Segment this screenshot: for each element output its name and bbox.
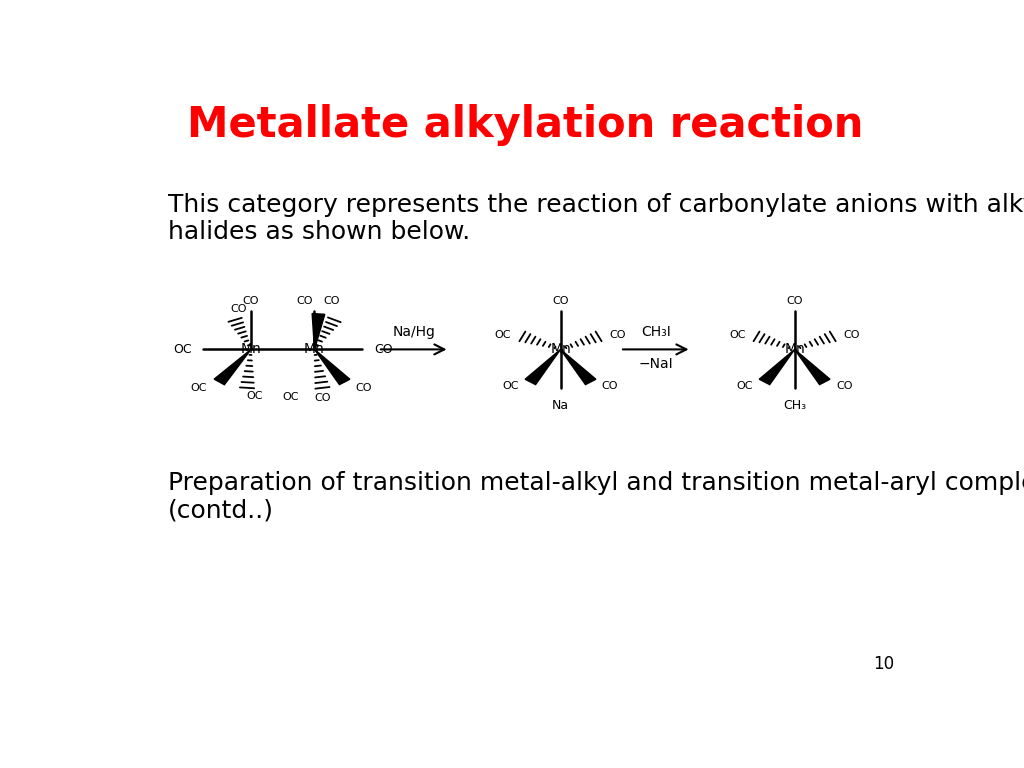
Text: CO: CO — [355, 382, 373, 393]
Text: 10: 10 — [872, 655, 894, 673]
Text: OC: OC — [495, 330, 511, 340]
Text: Mn: Mn — [241, 343, 261, 356]
Text: CH₃I: CH₃I — [641, 325, 671, 339]
Text: CO: CO — [602, 381, 618, 391]
Text: CH₃: CH₃ — [783, 399, 806, 412]
Text: OC: OC — [173, 343, 191, 356]
Text: CO: CO — [324, 296, 340, 306]
Text: CO: CO — [297, 296, 313, 306]
Text: OC: OC — [503, 381, 519, 391]
Text: Mn: Mn — [304, 343, 325, 356]
Text: CO: CO — [844, 330, 860, 340]
Text: Metallate alkylation reaction: Metallate alkylation reaction — [186, 104, 863, 146]
Text: CO: CO — [243, 296, 259, 306]
Polygon shape — [314, 349, 350, 385]
Text: OC: OC — [190, 382, 207, 393]
Text: CO: CO — [609, 330, 627, 340]
Text: Mn: Mn — [784, 343, 805, 356]
Text: Mn: Mn — [550, 343, 571, 356]
Text: CO: CO — [786, 296, 803, 306]
Text: OC: OC — [737, 381, 754, 391]
Text: OC: OC — [247, 390, 263, 401]
Text: Na/Hg: Na/Hg — [392, 325, 435, 339]
Text: Na: Na — [552, 399, 569, 412]
Text: OC: OC — [729, 330, 745, 340]
Text: OC: OC — [283, 392, 299, 402]
Polygon shape — [214, 349, 251, 385]
Polygon shape — [560, 349, 596, 385]
Text: CO: CO — [230, 304, 247, 314]
Polygon shape — [312, 313, 325, 349]
Text: Preparation of transition metal-alkyl and transition metal-aryl complexes
(contd: Preparation of transition metal-alkyl an… — [168, 471, 1024, 522]
Polygon shape — [795, 349, 830, 385]
Text: This category represents the reaction of carbonylate anions with alkyl
halides a: This category represents the reaction of… — [168, 193, 1024, 244]
Text: CO: CO — [314, 393, 331, 403]
Polygon shape — [525, 349, 560, 385]
Text: CO: CO — [552, 296, 568, 306]
Text: −NaI: −NaI — [638, 357, 673, 371]
Polygon shape — [759, 349, 795, 385]
Text: CO: CO — [836, 381, 852, 391]
Text: CO: CO — [374, 343, 392, 356]
